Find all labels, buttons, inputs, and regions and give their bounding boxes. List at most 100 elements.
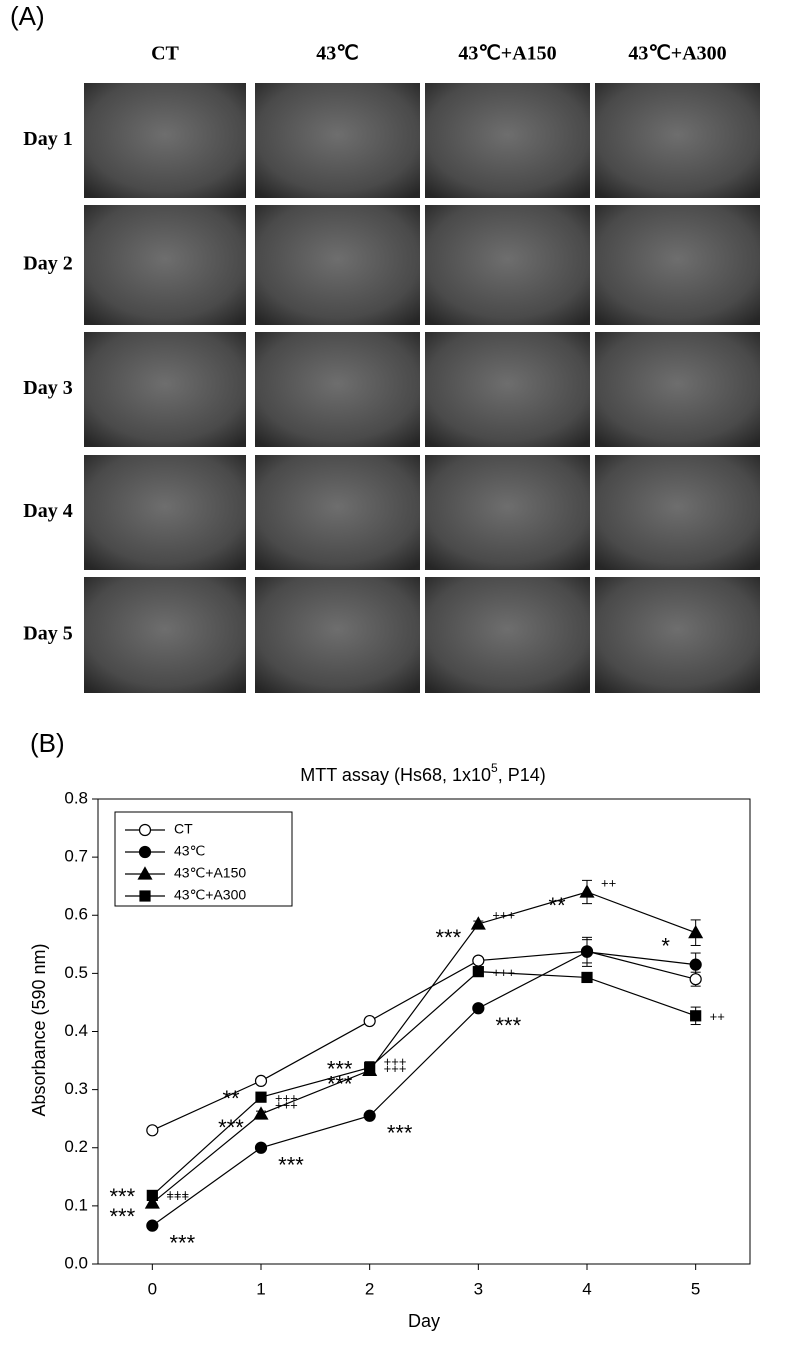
y-tick-label: 0.5 — [64, 963, 88, 982]
micrograph — [84, 455, 246, 570]
significance-stars: *** — [169, 1230, 195, 1255]
marker — [363, 1109, 376, 1122]
significance-stars: * — [661, 934, 670, 959]
significance-stars: *** — [278, 1153, 304, 1178]
significance-plus: +++ — [166, 1186, 189, 1201]
micrograph — [425, 577, 590, 693]
marker — [139, 890, 151, 902]
y-tick-label: 0.4 — [64, 1021, 88, 1040]
series-line — [151, 891, 696, 1204]
title-text: , P14) — [498, 765, 546, 785]
series-line — [151, 971, 696, 1196]
marker — [689, 958, 702, 971]
significance-stars: ** — [548, 893, 566, 918]
significance-plus: +++ — [275, 1091, 298, 1106]
micrograph — [255, 577, 420, 693]
legend-label: 43℃+A300 — [174, 887, 246, 903]
x-tick-label: 2 — [365, 1279, 374, 1298]
marker — [253, 1106, 269, 1120]
column-header: CT — [151, 43, 179, 65]
x-tick-label: 5 — [691, 1279, 700, 1298]
marker — [364, 1061, 376, 1074]
micrograph — [84, 332, 246, 447]
marker — [579, 884, 595, 898]
marker — [690, 1010, 702, 1022]
title-text: MTT assay (Hs68, 1x10 — [300, 765, 491, 785]
y-tick-label: 0.3 — [64, 1079, 88, 1098]
micrograph — [595, 332, 760, 447]
micrograph — [425, 83, 590, 198]
marker — [144, 1195, 160, 1209]
marker — [146, 1189, 158, 1202]
marker — [472, 966, 484, 978]
panel-label: (A) — [10, 1, 45, 31]
column-header: 43℃+A150 — [458, 43, 556, 65]
significance-stars: *** — [327, 1056, 353, 1081]
x-axis-label: Day — [408, 1311, 440, 1331]
micrograph — [595, 83, 760, 198]
column-header: 43℃ — [316, 43, 358, 65]
marker — [472, 1002, 485, 1015]
marker — [580, 945, 594, 958]
marker — [254, 1141, 268, 1154]
x-tick-label: 0 — [148, 1279, 157, 1298]
title-superscript: 5 — [491, 761, 498, 775]
chart-title: MTT assay (Hs68, 1x105, P14) — [300, 761, 545, 785]
significance-stars: *** — [109, 1184, 135, 1209]
significance-plus: +++ — [384, 1061, 407, 1076]
legend-label: CT — [174, 821, 193, 837]
marker — [146, 1219, 159, 1232]
panel-label: (B) — [30, 728, 65, 758]
micrograph — [255, 455, 420, 570]
row-label: Day 3 — [23, 377, 72, 399]
micrograph — [425, 332, 590, 447]
significance-stars: *** — [327, 1071, 353, 1096]
significance-plus: +++ — [384, 1054, 407, 1069]
significance-stars: *** — [109, 1204, 135, 1229]
significance-plus: ++ — [710, 1009, 725, 1024]
micrograph — [84, 83, 246, 198]
row-label: Day 5 — [23, 623, 72, 645]
row-label: Day 2 — [23, 253, 72, 275]
significance-plus: ++ — [601, 875, 616, 890]
micrograph — [425, 455, 590, 570]
significance-plus: +++ — [275, 1097, 298, 1112]
micrograph — [255, 83, 420, 198]
micrograph — [595, 205, 760, 325]
significance-plus: +++ — [492, 965, 515, 980]
legend-label: 43℃ — [174, 843, 205, 859]
y-tick-label: 0.0 — [64, 1253, 88, 1272]
legend-label: 43℃+A150 — [174, 865, 246, 881]
row-label: Day 4 — [23, 500, 72, 522]
x-tick-label: 3 — [474, 1279, 483, 1298]
micrograph — [595, 455, 760, 570]
x-tick-label: 4 — [582, 1279, 591, 1298]
marker — [470, 916, 486, 930]
series-line — [152, 950, 696, 1131]
y-tick-label: 0.2 — [64, 1137, 88, 1156]
marker — [138, 845, 152, 859]
x-tick-label: 1 — [256, 1279, 265, 1298]
significance-stars: *** — [218, 1115, 244, 1140]
significance-stars: *** — [435, 925, 461, 950]
micrograph — [425, 205, 590, 325]
row-label: Day 1 — [23, 128, 72, 150]
marker — [138, 823, 152, 837]
significance-stars: ** — [222, 1086, 240, 1111]
micrograph — [84, 577, 246, 693]
series-line — [151, 951, 696, 1227]
micrograph — [255, 205, 420, 325]
marker — [472, 954, 485, 967]
marker — [254, 1074, 268, 1088]
micrograph — [84, 205, 246, 325]
significance-plus: +++ — [166, 1189, 189, 1204]
significance-stars: *** — [495, 1013, 521, 1038]
micrograph — [595, 577, 760, 693]
y-tick-label: 0.8 — [64, 788, 88, 807]
marker — [146, 1124, 159, 1137]
y-tick-label: 0.7 — [64, 847, 88, 866]
significance-plus: +++ — [492, 907, 515, 922]
marker — [255, 1091, 267, 1103]
y-tick-label: 0.1 — [64, 1195, 88, 1214]
